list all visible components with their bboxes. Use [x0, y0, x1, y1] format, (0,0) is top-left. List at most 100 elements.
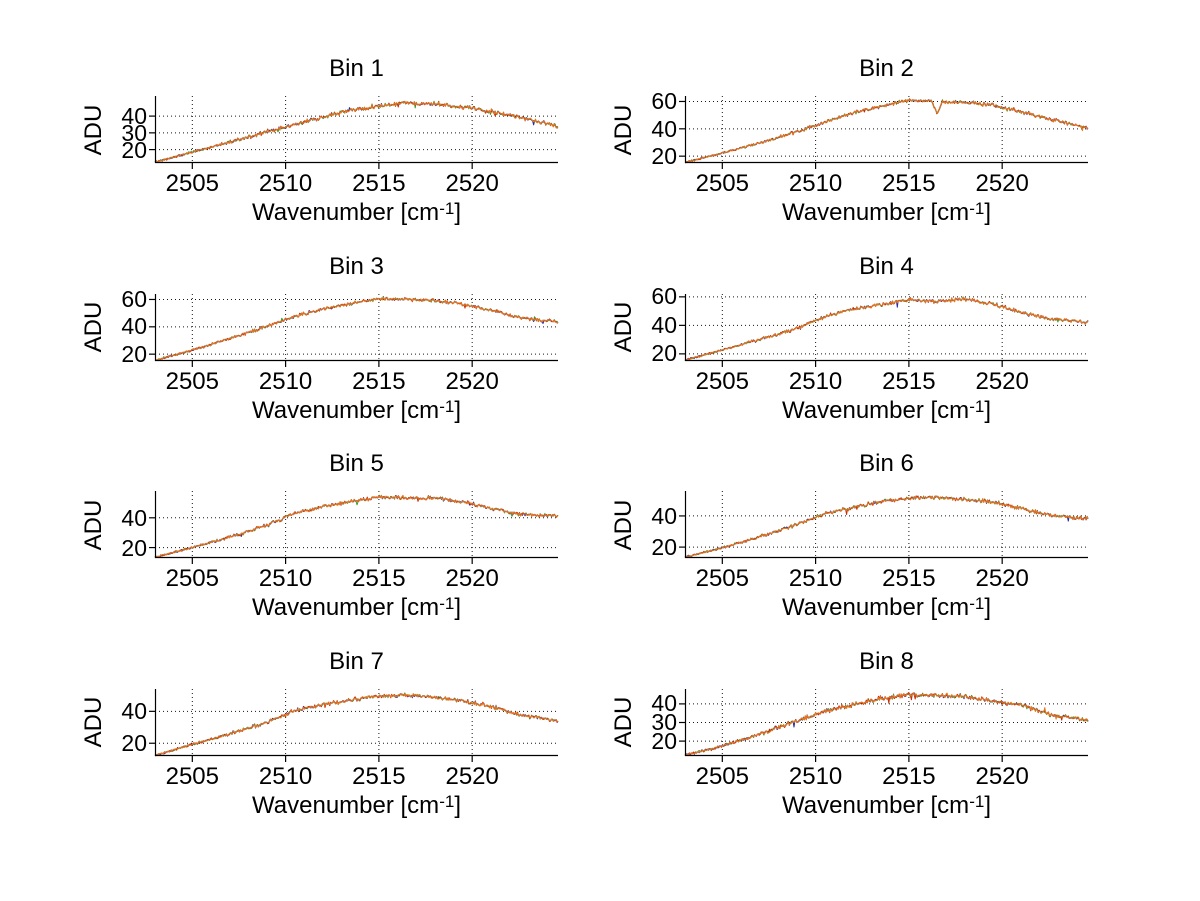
x-tick-label: 2515 [352, 565, 406, 592]
x-tick-label: 2515 [352, 762, 406, 790]
x-axis-label: Wavenumber [cm-1] [685, 792, 1088, 820]
xlabel-close-bracket: ] [454, 396, 461, 424]
x-tick-label: 2510 [788, 170, 843, 197]
data-line-orange [154, 296, 559, 361]
x-tick-label: 2515 [352, 367, 406, 395]
x-tick-label: 2520 [975, 565, 1029, 592]
y-tick-label: 40 [121, 697, 147, 724]
x-axis-label: Wavenumber [cm-1] [155, 594, 558, 622]
data-line-orange [685, 296, 1089, 360]
plot-area-svg [149, 293, 559, 367]
y-tick-label: 20 [121, 136, 147, 163]
xlabel-exponent: -1 [969, 791, 985, 811]
x-tick-label: 2520 [975, 367, 1029, 395]
y-tick-label: 20 [651, 727, 677, 754]
xlabel-close-bracket: ] [454, 594, 461, 621]
xlabel-text: Wavenumber [cm [782, 594, 970, 621]
x-tick-label: 2515 [352, 170, 406, 197]
x-tick-label: 2505 [695, 170, 749, 197]
xlabel-close-bracket: ] [454, 199, 461, 226]
y-tick-label: 40 [651, 311, 677, 338]
plot-area-svg [149, 96, 559, 169]
x-tick-label: 2510 [258, 170, 313, 197]
x-tick-label: 2520 [975, 762, 1029, 790]
plot-area-svg [679, 293, 1089, 367]
plot-title: Bin 5 [329, 450, 384, 477]
y-tick-label: 20 [651, 534, 677, 561]
xlabel-exponent: -1 [969, 594, 985, 613]
x-tick-label: 2520 [975, 170, 1029, 197]
y-tick-label: 60 [121, 285, 147, 312]
xlabel-text: Wavenumber [cm [782, 199, 970, 226]
xlabel-text: Wavenumber [cm [252, 396, 440, 424]
data-line-blue [684, 691, 1089, 756]
x-tick-label: 2515 [882, 170, 936, 197]
x-tick-label: 2515 [882, 565, 936, 592]
x-tick-label: 2505 [695, 762, 749, 790]
xlabel-close-bracket: ] [984, 396, 991, 424]
y-tick-label: 40 [121, 313, 147, 340]
xlabel-text: Wavenumber [cm [252, 199, 440, 226]
xlabel-text: Wavenumber [cm [782, 396, 970, 424]
xlabel-exponent: -1 [969, 396, 985, 416]
data-line-orange [154, 692, 559, 756]
y-tick-label: 40 [121, 504, 147, 531]
xlabel-text: Wavenumber [cm [252, 594, 440, 621]
data-line-orange [154, 100, 559, 163]
x-axis-label: Wavenumber [cm-1] [155, 397, 558, 425]
data-line-orange [684, 99, 1089, 163]
xlabel-close-bracket: ] [454, 791, 461, 819]
xlabel-exponent: -1 [969, 199, 985, 218]
x-tick-label: 2505 [165, 565, 219, 592]
data-line-orange [684, 692, 1089, 755]
plot-area-svg [679, 688, 1089, 762]
xlabel-close-bracket: ] [984, 594, 991, 621]
y-tick-label: 20 [121, 534, 147, 561]
x-axis-label: Wavenumber [cm-1] [685, 199, 1088, 227]
y-tick-label: 20 [651, 340, 677, 367]
x-tick-label: 2520 [445, 565, 499, 592]
plot-area-svg [149, 491, 559, 564]
x-tick-label: 2510 [788, 565, 843, 592]
x-tick-label: 2520 [445, 170, 499, 197]
xlabel-close-bracket: ] [984, 199, 991, 226]
y-tick-label: 30 [651, 709, 677, 735]
xlabel-exponent: -1 [439, 791, 455, 811]
plot-title: Bin 6 [859, 450, 914, 477]
plot-title: Bin 1 [329, 55, 384, 82]
x-tick-label: 2505 [165, 170, 219, 197]
x-tick-label: 2510 [788, 367, 843, 395]
x-tick-label: 2520 [445, 367, 499, 395]
x-tick-label: 2505 [695, 367, 749, 395]
y-tick-label: 30 [121, 119, 147, 146]
plot-title: Bin 7 [329, 647, 384, 675]
xlabel-text: Wavenumber [cm [782, 791, 970, 819]
data-line-orange [684, 495, 1089, 558]
y-tick-label: 40 [651, 115, 677, 142]
x-tick-label: 2510 [258, 762, 313, 790]
data-line-red [684, 691, 1089, 755]
y-tick-label: 40 [121, 103, 147, 130]
y-tick-label: 60 [651, 283, 677, 310]
xlabel-exponent: -1 [439, 396, 455, 416]
y-tick-label: 40 [651, 502, 677, 529]
plot-title: Bin 8 [859, 647, 914, 675]
plot-area-svg [149, 688, 559, 762]
xlabel-close-bracket: ] [984, 791, 991, 819]
plot-area-svg [679, 491, 1089, 564]
y-tick-label: 20 [121, 340, 147, 367]
x-axis-label: Wavenumber [cm-1] [685, 397, 1088, 425]
x-axis-label: Wavenumber [cm-1] [155, 792, 558, 820]
plot-title: Bin 2 [859, 55, 914, 82]
xlabel-exponent: -1 [439, 199, 455, 218]
x-axis-label: Wavenumber [cm-1] [685, 594, 1088, 622]
y-tick-label: 40 [651, 690, 677, 717]
x-tick-label: 2505 [695, 565, 749, 592]
xlabel-exponent: -1 [439, 594, 455, 613]
